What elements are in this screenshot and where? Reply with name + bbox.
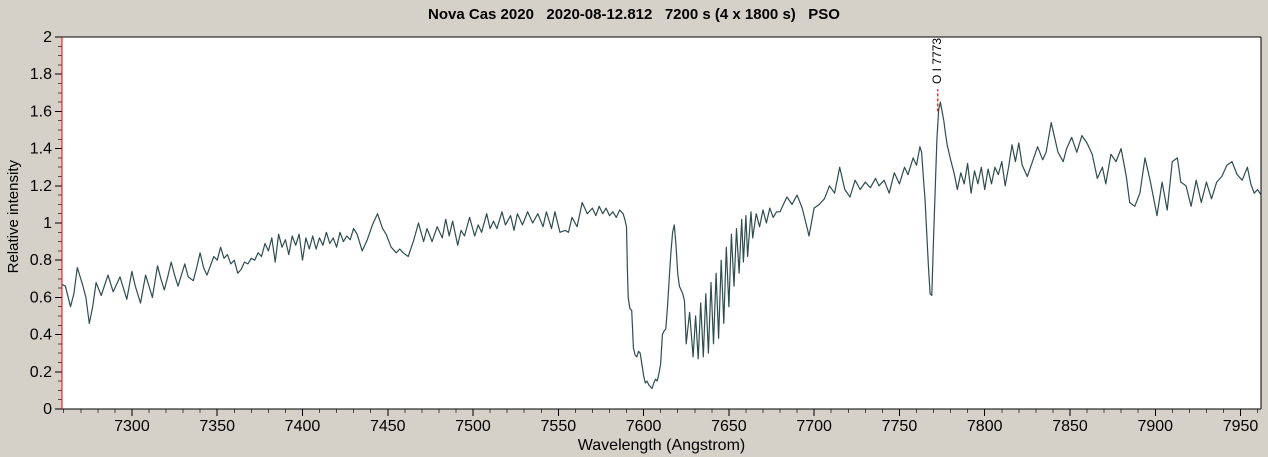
line-id-annotation: O I 7773 bbox=[930, 38, 944, 85]
x-tick-label: 7600 bbox=[626, 418, 662, 435]
x-tick-label: 7350 bbox=[199, 418, 235, 435]
chart-title: Nova Cas 2020 2020-08-12.812 7200 s (4 x… bbox=[428, 6, 840, 23]
x-tick-label: 7450 bbox=[370, 418, 406, 435]
x-tick-label: 7550 bbox=[541, 418, 577, 435]
x-tick-label: 7750 bbox=[882, 418, 918, 435]
y-tick-label: 0.2 bbox=[30, 364, 52, 381]
y-tick-label: 1.6 bbox=[30, 103, 52, 120]
y-tick-label: 1.2 bbox=[30, 178, 52, 195]
spectrum-line bbox=[61, 101, 1262, 390]
y-tick-label: 0.8 bbox=[30, 252, 52, 269]
x-tick-label: 7900 bbox=[1137, 418, 1173, 435]
y-tick-label: 1 bbox=[43, 215, 52, 232]
y-tick-label: 1.8 bbox=[30, 66, 52, 83]
x-axis-label: Wavelength (Angstrom) bbox=[577, 437, 746, 454]
x-tick-label: 7700 bbox=[796, 418, 832, 435]
x-tick-label: 7300 bbox=[114, 418, 150, 435]
x-tick-label: 7950 bbox=[1223, 418, 1259, 435]
x-tick-label: 7500 bbox=[455, 418, 491, 435]
y-tick-label: 0.6 bbox=[30, 289, 52, 306]
x-tick-label: 7800 bbox=[967, 418, 1003, 435]
y-tick-label: 2 bbox=[43, 29, 52, 46]
y-tick-label: 0 bbox=[43, 401, 52, 418]
x-tick-label: 7650 bbox=[711, 418, 747, 435]
y-axis-label: Relative intensity bbox=[5, 160, 22, 274]
x-tick-label: 7400 bbox=[285, 418, 321, 435]
y-tick-label: 1.4 bbox=[30, 141, 52, 158]
y-tick-label: 0.4 bbox=[30, 327, 52, 344]
x-tick-label: 7850 bbox=[1052, 418, 1088, 435]
